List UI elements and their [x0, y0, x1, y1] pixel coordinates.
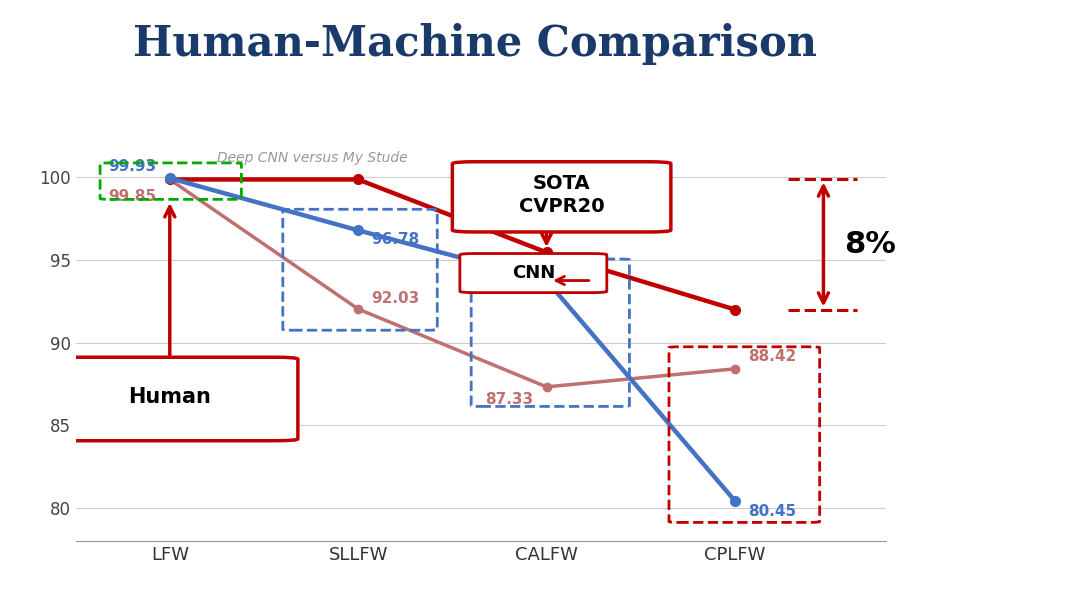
Text: 88.42: 88.42 [748, 349, 796, 364]
Text: 96.78: 96.78 [372, 232, 420, 247]
FancyBboxPatch shape [453, 162, 671, 232]
Text: 99.93: 99.93 [108, 159, 157, 174]
Text: 99.85: 99.85 [108, 189, 157, 205]
FancyBboxPatch shape [50, 357, 298, 441]
Text: 92.03: 92.03 [372, 291, 420, 306]
Text: 87.33: 87.33 [485, 392, 534, 407]
Text: CNN: CNN [512, 264, 555, 282]
Text: Human-Machine Comparison: Human-Machine Comparison [133, 23, 818, 65]
Text: Deep CNN versus My Stude: Deep CNN versus My Stude [217, 151, 407, 165]
Text: Human: Human [129, 387, 212, 408]
Text: 8%: 8% [845, 230, 896, 259]
Text: SOTA
CVPR20: SOTA CVPR20 [518, 174, 605, 217]
FancyBboxPatch shape [460, 253, 607, 293]
Text: 80.45: 80.45 [748, 504, 796, 519]
Text: 93.75: 93.75 [559, 261, 608, 275]
